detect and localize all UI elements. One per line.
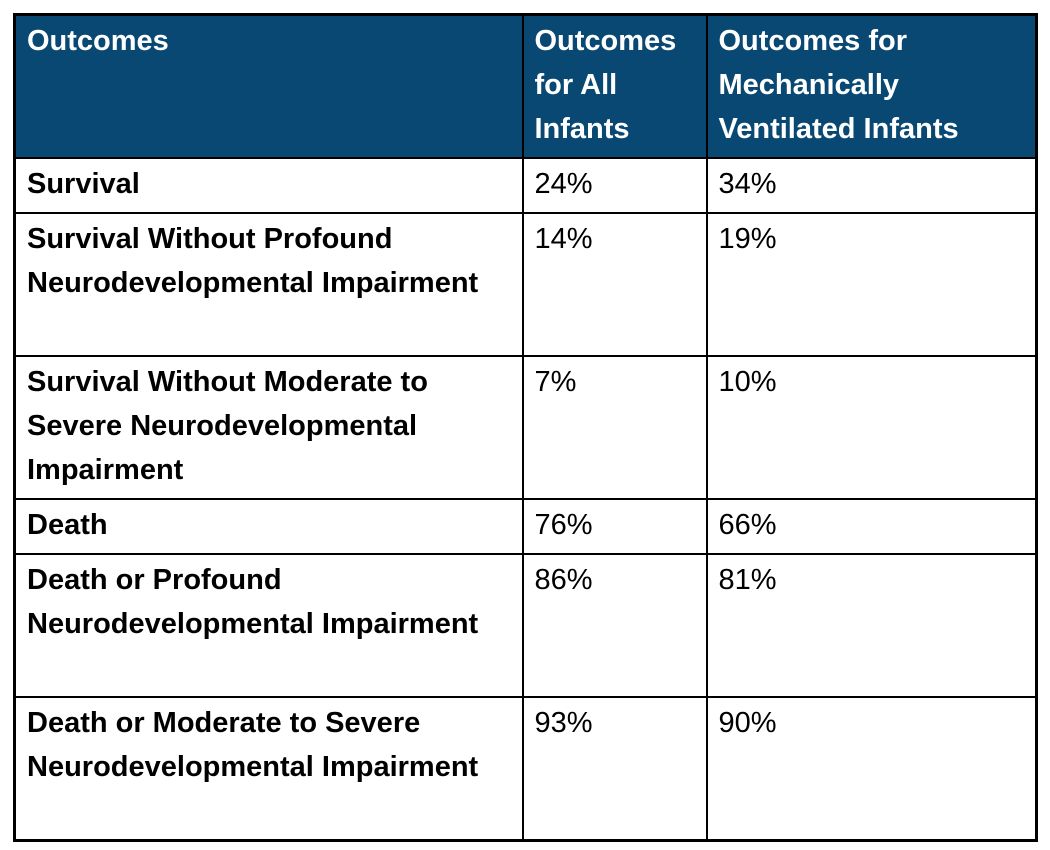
outcome-label: Death or Profound Neurodevelopmental Imp… [13,553,524,698]
outcome-value-ventilated: 66% [705,498,1038,555]
column-header-ventilated-infants: Outcomes for Mechanically Ventilated Inf… [705,13,1038,159]
outcome-value-ventilated: 19% [705,212,1038,357]
outcome-value-all-infants: 93% [521,696,708,841]
outcome-value-ventilated: 34% [705,157,1038,214]
outcome-value-all-infants: 24% [521,157,708,214]
table-row-death-or-moderate-severe: Death or Moderate to Severe Neurodevelop… [13,696,1038,841]
outcome-value-all-infants: 14% [521,212,708,357]
header-row: Outcomes Outcomes for All Infants Outcom… [13,13,1038,159]
table-body: Survival 24% 34% Survival Without Profou… [13,157,1038,841]
column-header-all-infants: Outcomes for All Infants [521,13,708,159]
outcome-label: Survival Without Moderate to Severe Neur… [13,355,524,500]
table-row-survival-without-profound: Survival Without Profound Neurodevelopme… [13,212,1038,357]
outcome-label: Death [13,498,524,555]
outcomes-table-container: Outcomes Outcomes for All Infants Outcom… [13,13,1038,842]
outcome-value-all-infants: 86% [521,553,708,698]
table-header: Outcomes Outcomes for All Infants Outcom… [13,13,1038,159]
table-row-survival: Survival 24% 34% [13,157,1038,214]
column-header-outcomes: Outcomes [13,13,524,159]
table-row-survival-without-moderate-severe: Survival Without Moderate to Severe Neur… [13,355,1038,500]
outcome-label: Survival [13,157,524,214]
table-row-death: Death 76% 66% [13,498,1038,555]
outcome-value-ventilated: 90% [705,696,1038,841]
outcome-label: Survival Without Profound Neurodevelopme… [13,212,524,357]
outcome-value-all-infants: 76% [521,498,708,555]
table-row-death-or-profound: Death or Profound Neurodevelopmental Imp… [13,553,1038,698]
outcome-value-ventilated: 10% [705,355,1038,500]
outcome-value-all-infants: 7% [521,355,708,500]
outcome-label: Death or Moderate to Severe Neurodevelop… [13,696,524,841]
outcome-value-ventilated: 81% [705,553,1038,698]
outcomes-table: Outcomes Outcomes for All Infants Outcom… [13,13,1038,842]
